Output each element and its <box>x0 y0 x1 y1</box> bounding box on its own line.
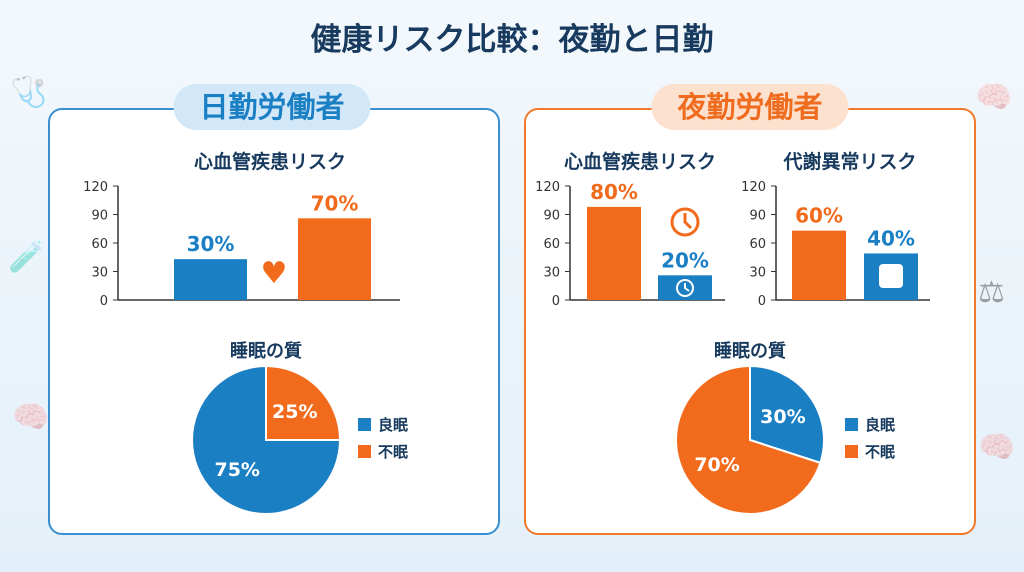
pie-slice-label: 25% <box>272 401 317 423</box>
scale-icon: ⚖ <box>978 275 1005 310</box>
bar-chart-title: 心血管疾患リスク <box>564 150 716 173</box>
legend-label: 良眠 <box>378 416 408 434</box>
brain-icon: 🧠 <box>975 80 1013 115</box>
pie-slice-不眠 <box>265 364 342 441</box>
legend-swatch <box>358 445 371 458</box>
y-tick-label: 90 <box>543 209 560 224</box>
bar-value-label: 40% <box>867 226 915 250</box>
y-tick-label: 60 <box>543 237 560 252</box>
y-tick-label: 30 <box>91 266 108 281</box>
y-tick-label: 30 <box>749 266 766 281</box>
night-worker-header: 夜勤労働者 <box>651 84 849 130</box>
day-worker-header: 日勤労働者 <box>173 84 371 130</box>
y-tick-label: 0 <box>100 294 108 309</box>
y-tick-label: 120 <box>535 180 560 195</box>
pie-slice-良眠 <box>191 364 342 515</box>
brain-icon: 🧠 <box>978 430 1016 465</box>
bar-夜勤 <box>298 218 371 300</box>
bar-chart-title: 心血管疾患リスク <box>194 150 346 173</box>
bar-夜勤 <box>587 206 641 300</box>
scale-icon <box>879 264 903 288</box>
clock-hands <box>683 213 693 230</box>
bar-value-label: 80% <box>590 180 638 204</box>
heart-icon: ♥ <box>261 256 288 291</box>
legend-swatch <box>845 418 858 431</box>
bar-value-label: 60% <box>795 204 843 228</box>
bar-value-label: 20% <box>661 248 709 272</box>
y-tick-label: 120 <box>741 180 766 195</box>
legend-swatch <box>358 418 371 431</box>
clock-icon <box>676 279 694 297</box>
y-tick-label: 120 <box>83 180 108 195</box>
pie-slice-良眠 <box>749 364 825 465</box>
pie-slice-label: 70% <box>694 454 739 476</box>
clock-icon <box>670 207 700 237</box>
pie-chart-title: 睡眠の質 <box>230 340 302 362</box>
pie-slice-label: 75% <box>214 459 259 481</box>
bar-chart-title: 代謝異常リスク <box>782 150 916 173</box>
pie-chart-title: 睡眠の質 <box>714 340 786 362</box>
legend-label: 不眠 <box>378 443 408 461</box>
bar-value-label: 30% <box>187 232 235 256</box>
bar-日勤 <box>174 259 247 300</box>
legend-swatch <box>845 445 858 458</box>
y-tick-label: 30 <box>543 266 560 281</box>
y-tick-label: 90 <box>749 209 766 224</box>
y-tick-label: 60 <box>749 237 766 252</box>
clock-hands <box>684 283 690 292</box>
page-title: 健康リスク比較：夜勤と日勤 <box>310 22 714 58</box>
y-tick-label: 90 <box>91 209 108 224</box>
stethoscope-icon: 🩺 <box>10 75 48 110</box>
pie-slice-不眠 <box>675 364 822 515</box>
y-tick-label: 0 <box>552 294 560 309</box>
bar-value-label: 70% <box>311 191 359 215</box>
bar-夜勤 <box>792 230 846 300</box>
pie-slice-label: 30% <box>760 406 805 428</box>
y-tick-label: 60 <box>91 237 108 252</box>
brain-icon: 🧠 <box>12 400 50 435</box>
legend-label: 良眠 <box>865 416 895 434</box>
legend-label: 不眠 <box>865 443 895 461</box>
test-tubes-icon: 🧪 <box>8 240 46 275</box>
y-tick-label: 0 <box>758 294 766 309</box>
